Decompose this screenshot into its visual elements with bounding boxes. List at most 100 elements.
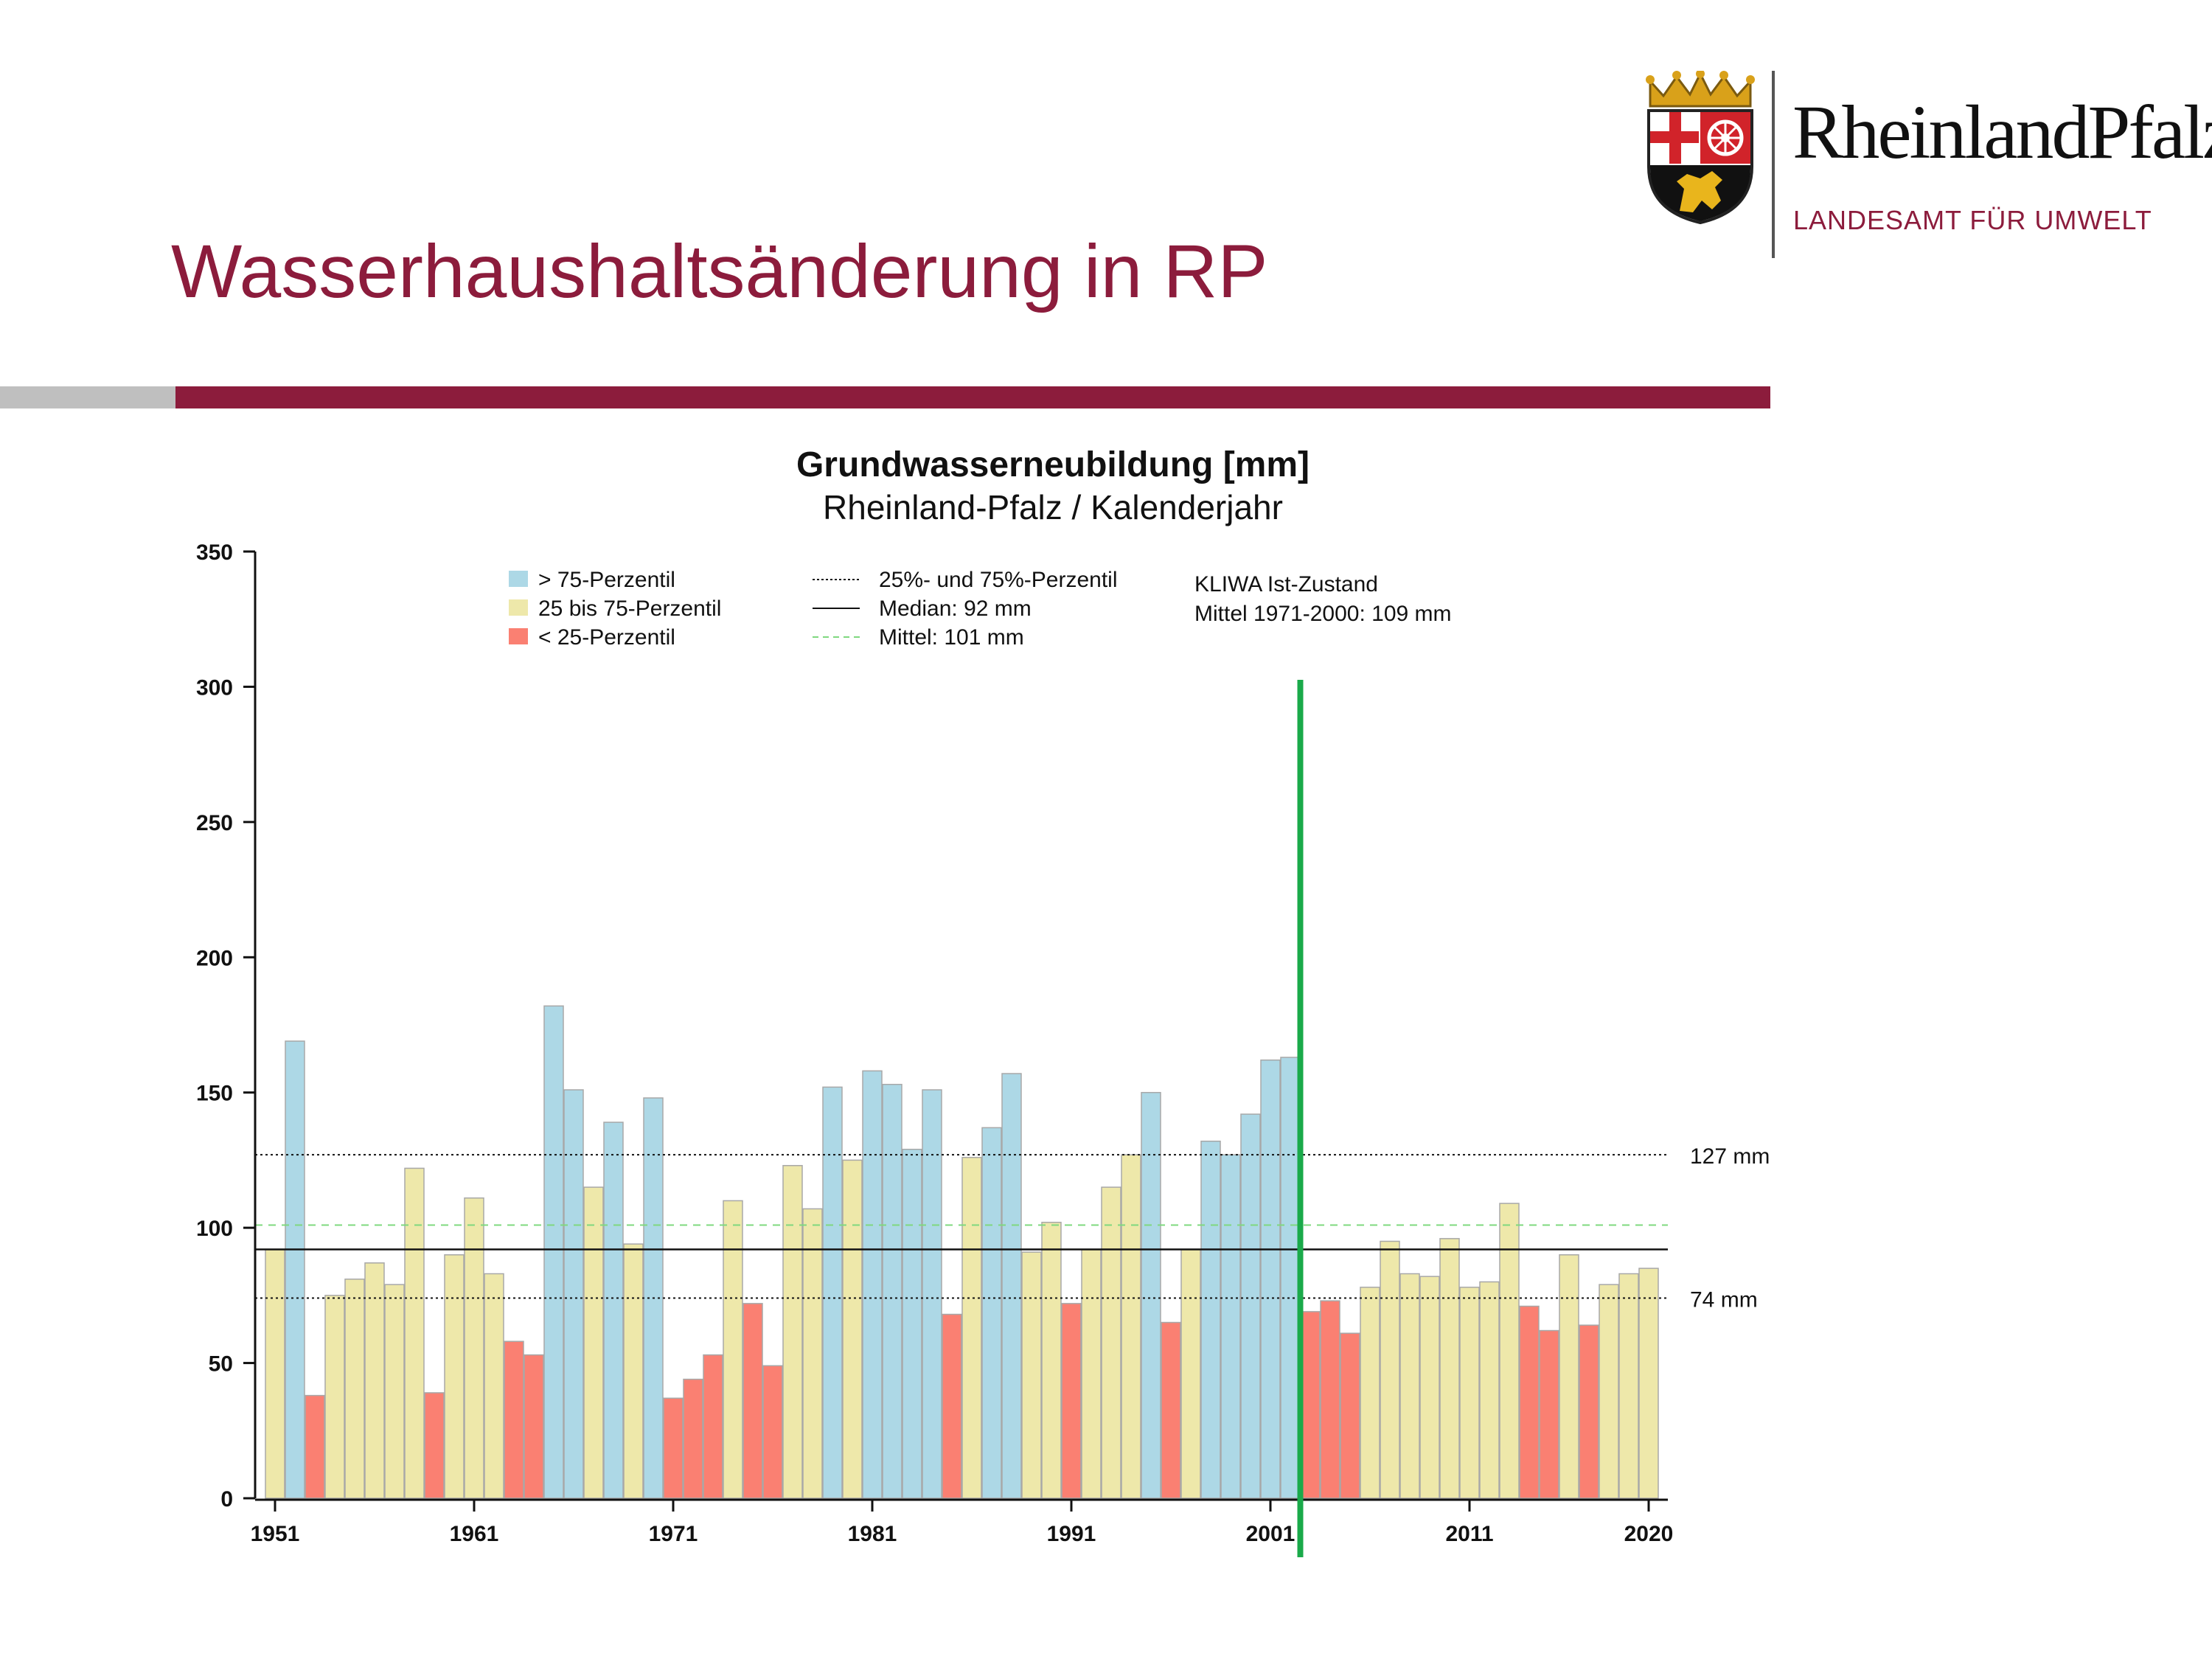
title-rule-accent [175,386,1770,408]
legend-label-mid: 25 bis 75-Perzentil [538,597,721,621]
bar-1989 [1021,1251,1042,1499]
bar-1998 [1200,1140,1221,1499]
bar-1955 [344,1279,365,1499]
bar-2007 [1380,1240,1400,1499]
bar-1956 [364,1262,385,1499]
bar-1983 [902,1149,922,1499]
bar-1969 [623,1243,644,1499]
bar-2005 [1340,1332,1360,1499]
legend-line-label-dashed-green: Mittel: 101 mm [879,625,1024,650]
legend-label-high: > 75-Perzentil [538,568,675,592]
coat-of-arms-icon [1646,71,1755,225]
bar-2018 [1599,1284,1619,1499]
bar-1993 [1101,1186,1121,1499]
bar-2006 [1360,1287,1380,1499]
legend-swatch-high [509,571,528,587]
bar-1973 [703,1354,723,1499]
bar-1958 [404,1167,425,1499]
y-tick-label-300: 300 [196,675,233,700]
bar-1986 [961,1157,982,1499]
bar-1967 [583,1186,604,1499]
kliwa-note-1: Mittel 1971-2000: 109 mm [1194,602,1452,626]
logo-subtitle: LANDESAMT FÜR UMWELT [1793,205,2152,235]
logo-name: RheinlandPfalz [1792,90,2212,175]
legend-line-label-dotted: 25%- und 75%-Perzentil [879,568,1118,592]
bar-1987 [981,1127,1002,1499]
bar-1971 [663,1397,684,1499]
bar-1978 [802,1208,823,1499]
y-tick-label-0: 0 [220,1487,233,1512]
bar-1996 [1161,1321,1181,1499]
x-tick-label-1981: 1981 [848,1522,897,1546]
y-tick-label-350: 350 [196,540,233,565]
bar-2000 [1240,1113,1261,1499]
logo: RheinlandPfalz LANDESAMT FÜR UMWELT [1641,71,2212,262]
p75-label: 127 mm [1690,1144,1770,1169]
p25-label: 74 mm [1690,1288,1758,1312]
x-tick-label-1951: 1951 [251,1522,300,1546]
chart-subtitle: Rheinland-Pfalz / Kalenderjahr [823,488,1283,526]
legend-line-label-solid: Median: 92 mm [879,597,1032,621]
bar-2015 [1539,1329,1559,1499]
bar-1960 [444,1254,465,1499]
bar-1977 [782,1165,803,1499]
bar-1995 [1141,1091,1161,1499]
bar-1966 [563,1089,584,1499]
bar-1991 [1061,1303,1082,1499]
bar-1963 [504,1340,524,1499]
bar-1972 [683,1378,703,1499]
bar-2016 [1559,1254,1579,1499]
bar-1979 [822,1086,843,1499]
x-tick-label-2020: 2020 [1624,1522,1674,1546]
bar-1965 [543,1005,564,1499]
x-tick-label-1961: 1961 [450,1522,499,1546]
kliwa-note-0: KLIWA Ist-Zustand [1194,572,1378,597]
bar-2013 [1499,1203,1520,1499]
bar-1990 [1041,1222,1062,1499]
x-tick-label-2011: 2011 [1445,1522,1493,1546]
bar-1988 [1001,1073,1022,1499]
legend-label-low: < 25-Perzentil [538,625,675,650]
legend-swatch-low [509,628,528,644]
y-tick-label-150: 150 [196,1082,233,1106]
bar-2019 [1618,1273,1639,1499]
bar-2010 [1439,1238,1460,1499]
bar-2002 [1280,1057,1301,1499]
bar-2004 [1320,1300,1340,1499]
bar-1975 [742,1303,763,1499]
bar-2008 [1399,1273,1420,1499]
y-tick-label-200: 200 [196,946,233,970]
slide-title: Wasserhaushaltsänderung in RP [171,229,1268,313]
bar-1999 [1220,1154,1241,1499]
bar-1985 [942,1313,962,1499]
bar-2014 [1519,1305,1540,1499]
title-rule-grey [0,386,175,408]
legend-swatch-mid [509,599,528,616]
x-tick-label-1971: 1971 [649,1522,698,1546]
bar-2011 [1459,1287,1480,1499]
bar-1994 [1121,1154,1141,1499]
x-tick-label-1991: 1991 [1047,1522,1096,1546]
bar-1982 [882,1083,902,1499]
bar-1953 [305,1394,325,1499]
bar-1952 [285,1040,305,1499]
bar-1957 [384,1284,405,1499]
bar-2020 [1638,1267,1659,1499]
bar-1992 [1081,1248,1102,1499]
x-tick-label-2001: 2001 [1246,1522,1295,1546]
bar-1981 [862,1070,883,1499]
bar-1997 [1180,1248,1201,1499]
bar-1980 [842,1159,863,1499]
bar-2001 [1260,1059,1281,1499]
bar-2017 [1579,1324,1599,1499]
bar-1959 [424,1392,445,1499]
bar-1961 [464,1197,484,1499]
y-tick-label-250: 250 [196,811,233,835]
logo-divider [1772,71,1775,258]
y-tick-label-50: 50 [209,1352,233,1377]
bar-1974 [723,1200,743,1499]
bar-1976 [762,1365,783,1499]
chart-title: Grundwasserneubildung [mm] [796,445,1310,484]
bar-2012 [1479,1281,1500,1499]
